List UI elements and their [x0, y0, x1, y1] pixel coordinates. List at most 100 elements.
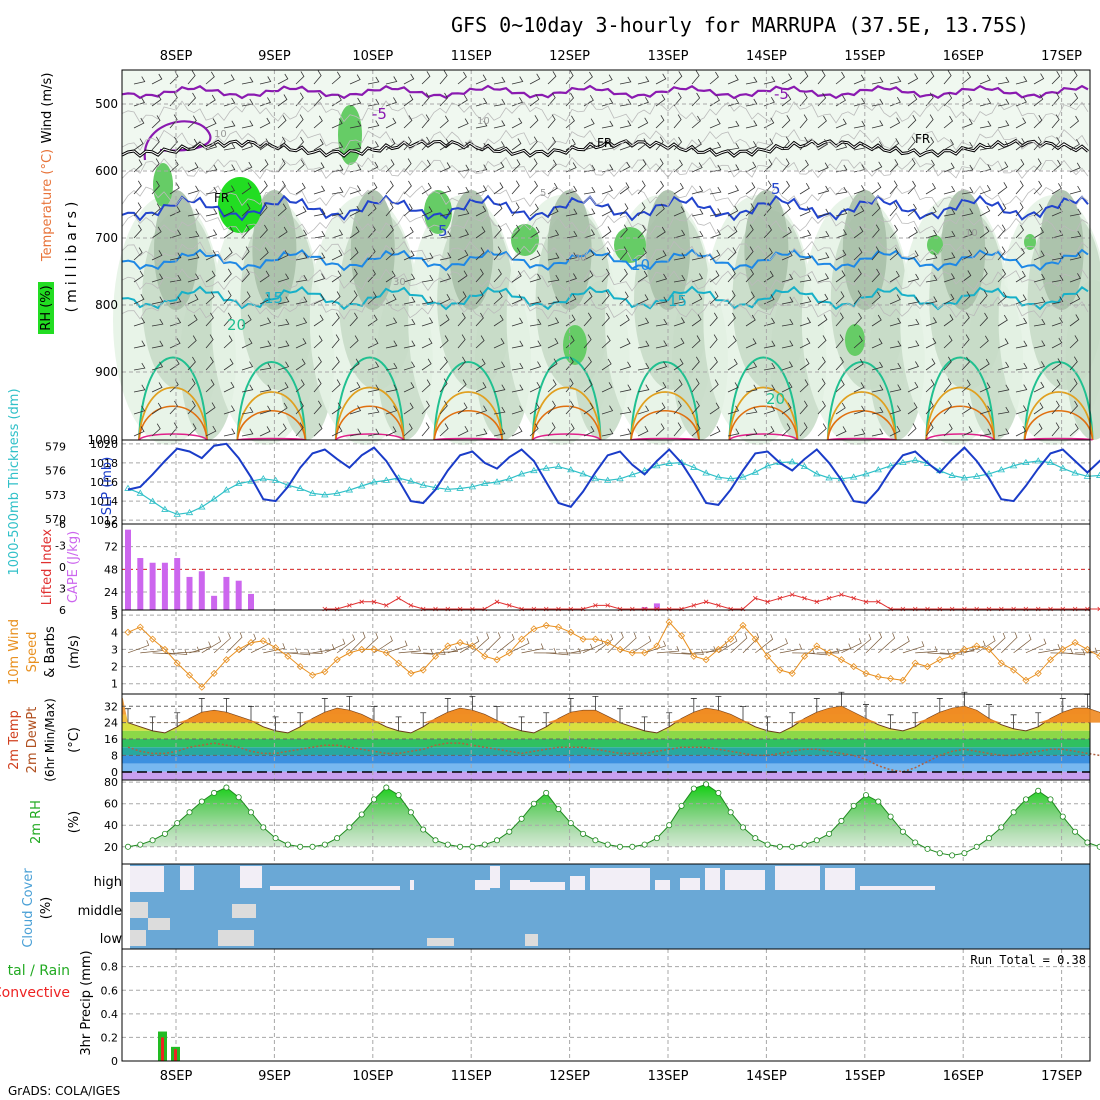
upper-barb-612: [655, 318, 668, 327]
wind10-marker-78: [1083, 645, 1091, 653]
wind10-marker-34: [542, 621, 550, 629]
li-marker-53: [777, 595, 783, 601]
thick-left-tick-2: 573: [45, 489, 66, 502]
rh-contour-5: [121, 240, 1089, 264]
contour-label-fr-b: FR: [915, 132, 930, 146]
thick-marker-74: [1034, 457, 1042, 464]
bottom-date-16SEP: 16SEP: [943, 1069, 984, 1084]
upper-barb-393: [529, 226, 540, 239]
temp2m-whisker-54: [789, 712, 796, 727]
temp2m-whisker-24: [420, 712, 427, 727]
upper-barb-390: [475, 226, 486, 239]
upper-barb-502: [583, 270, 594, 283]
upper-barb-593: [313, 314, 324, 327]
rh-top-band: [122, 70, 1090, 170]
slp-right-tick-3: 1014: [90, 495, 118, 508]
temp2m-whisker-48: [715, 695, 722, 711]
cloud-high-gap-13: [705, 868, 720, 890]
lifted-index-label: Lifted Index: [40, 528, 55, 605]
wind10-barb-23: [410, 649, 434, 655]
cape-bar-10: [248, 593, 254, 610]
upper-barb-888: [853, 428, 866, 437]
upper-barb-206: [979, 142, 992, 151]
upper-barb-10: [313, 70, 322, 85]
upper-barb-350: [709, 208, 722, 217]
upper-barb-821: [601, 405, 614, 415]
upper-barb-189: [673, 136, 682, 151]
upper-barb-798: [187, 400, 196, 415]
upper-barb-547: [439, 293, 451, 305]
wind10-marker-74: [1034, 669, 1042, 677]
upper-barb-377: [241, 224, 250, 239]
chart-title: GFS 0~10day 3-hourly for MARRUPA (37.5E,…: [451, 13, 1029, 37]
upper-barb-692: [187, 356, 196, 371]
cloud-high-gap-3: [270, 886, 400, 890]
upper-barb-515: [817, 273, 829, 283]
upper-barb-14: [385, 76, 398, 85]
upper-barb-135: [655, 115, 665, 129]
thick-marker-3: [161, 505, 169, 512]
thick-marker-56: [813, 470, 821, 477]
upper-barb-669: [727, 335, 737, 349]
thick-marker-72: [1009, 462, 1018, 469]
upper-barb-823: [637, 405, 650, 415]
upper-barb-103: [1033, 93, 1044, 107]
upper-barb-169: [313, 138, 324, 151]
upper-barb-358: [853, 205, 865, 217]
upper-barb-347: [655, 203, 665, 217]
upper-grid: [122, 70, 1090, 440]
thick-marker-70: [985, 470, 993, 477]
rh2m-marker-64: [912, 839, 919, 846]
upper-barb-762: [493, 384, 506, 393]
upper-barb-151: [943, 115, 954, 129]
upper-barb-852: [205, 425, 217, 437]
wind10-marker-26: [444, 642, 452, 650]
upper-barb-317: [1069, 185, 1082, 195]
precip-ylabel: 3hr Precip (mm): [79, 950, 94, 1055]
upper-barb-477: [133, 270, 144, 283]
contour-label-15-b: 15: [668, 292, 687, 310]
upper-barb-717: [637, 362, 650, 371]
rh2m-marker-3: [161, 830, 168, 837]
upper-barb-89: [781, 94, 792, 107]
upper-barb-94: [871, 98, 884, 107]
upper-barb-763: [511, 384, 524, 393]
upper-barb-343: [583, 208, 596, 217]
upper-barb-668: [709, 334, 718, 349]
wind10-barb-9: [238, 633, 257, 654]
upper-barb-355: [799, 206, 811, 217]
upper-barb-411: [853, 226, 864, 239]
thick-left-tick-0: 579: [45, 440, 66, 453]
upper-barb-323: [223, 205, 235, 217]
wind10-barb-48: [718, 635, 738, 654]
wind10-marker-25: [431, 652, 440, 660]
upper-barb-281: [421, 182, 432, 195]
rh2m-marker-25: [432, 837, 439, 844]
temp2m-whisker-14: [297, 712, 304, 727]
upper-barb-745: [187, 378, 196, 393]
upper-barb-139: [727, 120, 740, 129]
upper-barb-490: [367, 268, 376, 283]
upper-barb-564: [745, 291, 755, 305]
cloud-low-gap-1: [148, 918, 170, 930]
wind10-barb-3: [164, 649, 188, 655]
rh2m-marker-76: [1059, 813, 1066, 820]
rh-green-blob-0: [218, 177, 262, 233]
upper-barb-746: [205, 379, 215, 393]
upper-barb-205: [961, 141, 974, 151]
upper-barb-309: [925, 182, 936, 195]
upper-barb-182: [547, 136, 556, 151]
upper-barb-662: [601, 335, 611, 349]
temp2m-tick-4: 0: [111, 766, 118, 779]
upper-barb-659: [547, 337, 559, 349]
upper-barb-682: [961, 334, 970, 349]
upper-barb-536: [241, 291, 251, 305]
upper-barb-296: [691, 185, 704, 195]
upper-barb-86: [727, 97, 740, 107]
thick-marker-50: [739, 473, 747, 480]
temp2m-whisker-58: [838, 691, 845, 707]
rh-contour-0: [121, 100, 1089, 124]
upper-barb-782: [853, 382, 865, 393]
upper-barb-862: [385, 426, 397, 437]
upper-barb-835: [853, 405, 866, 415]
